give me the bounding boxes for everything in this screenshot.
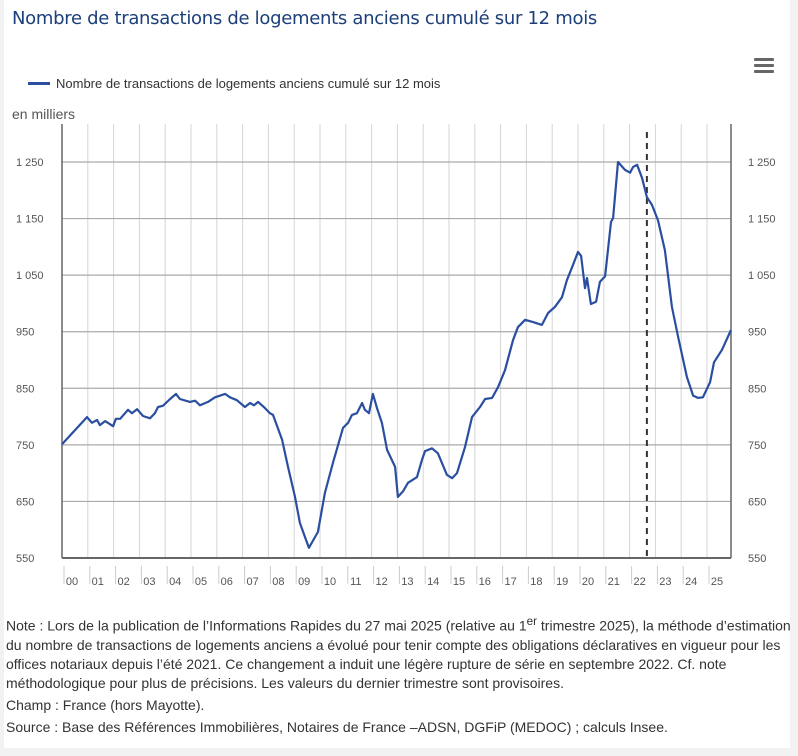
y-tick-label-left: 1 250 <box>16 157 44 169</box>
x-tick-label: 07 <box>246 576 258 588</box>
y-axis-unit-label: en milliers <box>12 106 76 122</box>
x-tick-label: 11 <box>350 576 361 588</box>
x-tick-label: 03 <box>143 576 155 588</box>
legend-label: Nombre de transactions de logements anci… <box>56 76 441 91</box>
legend-swatch <box>28 82 50 85</box>
x-tick-label: 21 <box>608 576 620 588</box>
page-title: Nombre de transactions de logements anci… <box>12 8 597 29</box>
y-tick-label-left: 1 150 <box>16 214 44 226</box>
x-tick-label: 01 <box>92 576 104 588</box>
hamburger-menu-icon[interactable] <box>754 58 774 74</box>
x-tick-label: 12 <box>375 576 387 588</box>
x-tick-label: 24 <box>685 576 697 588</box>
x-tick-label: 08 <box>272 576 284 588</box>
x-tick-label: 20 <box>582 576 594 588</box>
y-tick-label-right: 950 <box>748 327 766 339</box>
y-tick-label-left: 750 <box>16 440 34 452</box>
x-tick-label: 19 <box>556 576 568 588</box>
x-tick-label: 16 <box>479 576 491 588</box>
x-tick-label: 05 <box>195 576 207 588</box>
y-tick-label-right: 550 <box>748 553 766 565</box>
y-tick-label-left: 650 <box>16 496 34 508</box>
note-text: Note : Lors de la publication de l’Infor… <box>6 615 791 691</box>
y-tick-label-left: 550 <box>16 553 34 565</box>
y-tick-label-right: 1 150 <box>748 214 776 226</box>
x-tick-label: 17 <box>504 576 516 588</box>
y-tick-label-right: 1 250 <box>748 157 776 169</box>
line-chart: 00 01 02 03 04 05 06 07 08 09 10 11 12 13 14 15 16 17 18 19… <box>16 124 776 588</box>
x-tick-label: 13 <box>401 576 413 588</box>
chart-notes: Note : Lors de la publication de l’Infor… <box>6 612 792 740</box>
x-tick-label: 06 <box>221 576 233 588</box>
x-tick-label: 15 <box>453 576 465 588</box>
x-tick-label: 18 <box>530 576 542 588</box>
x-tick-label: 04 <box>169 576 181 588</box>
x-tick-label: 09 <box>298 576 310 588</box>
source-text: Source : Base des Références Immobilière… <box>6 718 668 735</box>
y-tick-label-left: 1 050 <box>16 270 44 282</box>
y-tick-label-left: 850 <box>16 383 34 395</box>
series-line <box>61 160 733 549</box>
y-tick-label-right: 1 050 <box>748 270 776 282</box>
y-tick-label-left: 950 <box>16 327 34 339</box>
y-tick-label-right: 850 <box>748 383 766 395</box>
x-tick-label: 22 <box>633 576 645 588</box>
x-tick-label: 10 <box>324 576 336 588</box>
x-tick-label: 23 <box>659 576 671 588</box>
x-tick-label: 02 <box>117 576 129 588</box>
champ-text: Champ : France (hors Mayotte). <box>6 696 205 713</box>
legend-item[interactable]: Nombre de transactions de logements anci… <box>28 76 440 91</box>
y-tick-label-right: 750 <box>748 440 766 452</box>
x-tick-label: 25 <box>711 576 723 588</box>
x-tick-label: 00 <box>66 576 78 588</box>
x-tick-label: 14 <box>427 576 439 588</box>
y-tick-label-right: 650 <box>748 496 766 508</box>
